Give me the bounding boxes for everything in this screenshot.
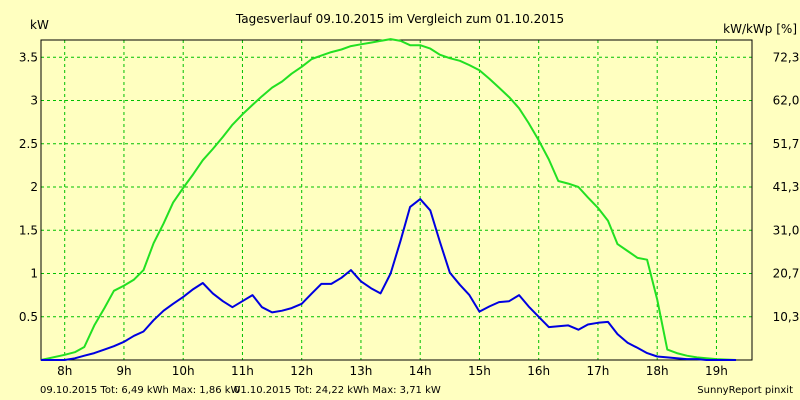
y-left-tick-label-3: 2	[30, 180, 38, 194]
plot-area-frame	[40, 39, 753, 361]
x-tick-label-8: 16h	[527, 364, 550, 378]
y-left-tick-label-2: 1.5	[19, 223, 38, 237]
y-right-tick-label-6: 72,3	[773, 50, 800, 64]
chart-credit: SunnyReport pinxit	[697, 385, 793, 396]
series-line-1	[41, 198, 736, 361]
y-left-tick-label-0: 0.5	[19, 310, 38, 324]
tick-labels: 8h 9h 10h 11h 12h 13h 14h 15h 16h 17h 18h 19h 0.5 1 1.…	[19, 50, 799, 378]
y-left-tick-label-1: 1	[30, 267, 38, 281]
y-right-tick-label-1: 20,7	[773, 267, 800, 281]
series-lines	[40, 38, 737, 361]
grid	[41, 40, 752, 360]
legend-series-2: 01.10.2015 Tot: 24,22 kWh Max: 3,71 kW	[234, 385, 441, 396]
x-tick-label-4: 12h	[290, 364, 313, 378]
y-right-tick-label-3: 41,3	[773, 180, 800, 194]
y-right-tick-label-2: 31,0	[773, 223, 800, 237]
x-tick-label-9: 17h	[587, 364, 610, 378]
y-left-tick-label-4: 2.5	[19, 137, 38, 151]
x-tick-label-7: 15h	[468, 364, 491, 378]
y-right-tick-label-5: 62,0	[773, 94, 800, 108]
y-right-unit-label: kW/kWp [%]	[723, 22, 797, 36]
x-tick-label-3: 11h	[231, 364, 254, 378]
series-line-2	[40, 38, 737, 361]
x-tick-label-0: 8h	[57, 364, 72, 378]
x-tick-label-11: 19h	[705, 364, 728, 378]
chart-title: Tagesverlauf 09.10.2015 im Vergleich zum…	[235, 12, 564, 26]
y-left-tick-label-6: 3.5	[19, 50, 38, 64]
x-tick-label-1: 9h	[116, 364, 131, 378]
y-left-tick-label-5: 3	[30, 94, 38, 108]
legend-series-1: 09.10.2015 Tot: 6,49 kWh Max: 1,86 kW	[40, 385, 241, 396]
y-right-tick-label-0: 10,3	[773, 310, 800, 324]
x-tick-label-2: 10h	[172, 364, 195, 378]
y-left-unit-label: kW	[30, 18, 49, 32]
y-right-tick-label-4: 51,7	[773, 137, 800, 151]
x-tick-label-10: 18h	[646, 364, 669, 378]
x-tick-label-6: 14h	[409, 364, 432, 378]
x-tick-label-5: 13h	[350, 364, 373, 378]
